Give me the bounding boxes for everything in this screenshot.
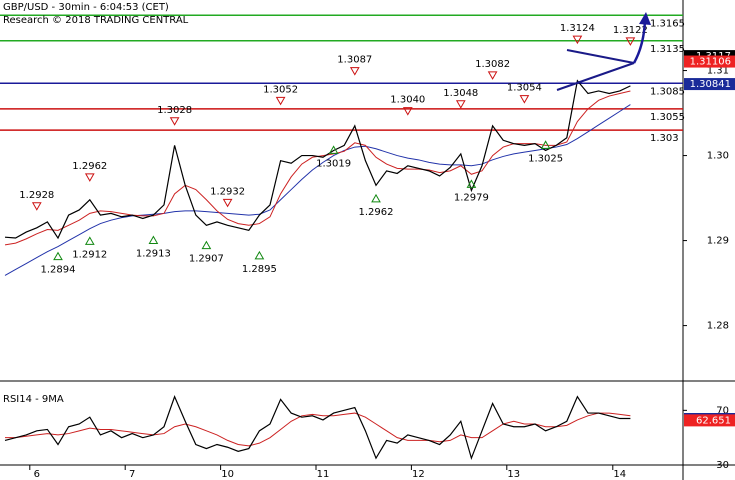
x-tick-label: 10: [221, 469, 234, 480]
pivot-high-label: 1.3040: [390, 95, 425, 106]
pivot-high-label: 1.3122: [613, 25, 648, 36]
pivot-low-label: 1.2979: [454, 192, 489, 203]
pivot-high-label: 1.2928: [19, 190, 54, 201]
pivot-high-marker: [275, 96, 286, 106]
pivot-high-marker: [572, 35, 583, 45]
plot: 1.31 1.30 1.29 1.28 1.3165 1.3135 1.3085 1.3055…: [0, 14, 735, 480]
pivot-high-label: 1.3124: [560, 23, 595, 34]
pivot-low-label: 1.2907: [189, 254, 224, 265]
pivot-low-marker: [84, 236, 95, 245]
price-tag-label: 1.30841: [690, 79, 731, 90]
pivot-high-marker: [487, 71, 498, 80]
pivot-high-label: 1.3087: [337, 55, 372, 66]
level-label: 1.3135: [650, 44, 685, 55]
x-tick-label: 11: [317, 469, 330, 480]
triangle-line: [566, 49, 635, 64]
pivot-high-marker: [31, 202, 42, 211]
chart-subtitle: Research © 2018 TRADING CENTRAL: [3, 15, 189, 26]
x-tick-label: 6: [34, 469, 40, 480]
pivot-low-marker: [371, 193, 381, 203]
level-label: 1.303: [650, 133, 679, 144]
pivot-high-marker: [169, 117, 180, 126]
pivot-low-label: 1.2912: [72, 249, 107, 260]
pivot-high-label: 1.3052: [263, 84, 298, 95]
pivot-high-label: 1.3054: [507, 83, 542, 94]
y-tick-label: 70: [716, 405, 729, 416]
pivot-low-label: 1.2894: [41, 265, 76, 276]
pivot-high-marker: [349, 67, 360, 76]
y-tick-label: 1.29: [707, 236, 729, 247]
pivot-low-marker: [328, 145, 339, 154]
pivot-low-marker: [254, 250, 265, 260]
rsi-title: RSI14 - 9MA: [3, 394, 64, 405]
pivot-high-marker: [222, 198, 233, 208]
pivot-low-marker: [540, 140, 551, 149]
pivot-low-marker: [466, 179, 477, 188]
price-tag-label: 1.31106: [690, 57, 731, 68]
price-tag: [684, 414, 735, 427]
pivot-high-marker: [455, 100, 466, 109]
price-tag-label: 62.651: [696, 415, 731, 426]
triangle-line: [556, 62, 635, 91]
series-line: [4, 79, 631, 240]
pivot-high-marker: [402, 107, 413, 116]
pivot-high-label: 1.3028: [157, 105, 192, 116]
level-label: 1.3055: [650, 112, 685, 123]
price-tag: [684, 55, 735, 68]
level-label: 1.3085: [650, 86, 685, 97]
series-line: [5, 412, 631, 447]
pivot-high-label: 1.3082: [475, 59, 510, 70]
pivot-low-label: 1.3025: [528, 153, 563, 164]
pivot-high-marker: [84, 173, 95, 182]
series-line: [4, 104, 631, 276]
pivot-low-label: 1.2962: [359, 207, 394, 218]
forecast-arrow-head: [639, 12, 651, 25]
chart-title: GBP/USD - 30min - 6:04:53 (CET): [3, 2, 169, 13]
pivot-low-label: 1.3019: [316, 158, 351, 169]
pivot-low-marker: [53, 251, 63, 261]
pivot-high-marker: [625, 37, 636, 46]
pivot-low-marker: [148, 235, 159, 245]
pivot-low-label: 1.2895: [242, 264, 277, 275]
level-label: 1.3165: [650, 18, 685, 29]
series-line: [4, 395, 631, 461]
pivot-high-marker: [519, 95, 530, 104]
x-tick-label: 14: [613, 469, 626, 480]
price-tag: [684, 78, 735, 91]
x-tick-label: 7: [129, 469, 135, 480]
y-tick-label: 1.31: [707, 66, 729, 77]
pivot-high-label: 1.3048: [443, 88, 478, 99]
pivot-low-label: 1.2913: [136, 249, 171, 260]
x-tick-label: 12: [412, 469, 425, 480]
y-tick-label: 30: [716, 460, 729, 471]
x-tick-label: 13: [507, 469, 520, 480]
pivot-high-label: 1.2962: [72, 161, 107, 172]
y-tick-label: 1.30: [707, 151, 729, 162]
pattern: [556, 12, 651, 91]
pivot-high-label: 1.2932: [210, 186, 245, 197]
y-tick-label: 1.28: [707, 321, 729, 332]
pivot-low-marker: [201, 240, 212, 250]
